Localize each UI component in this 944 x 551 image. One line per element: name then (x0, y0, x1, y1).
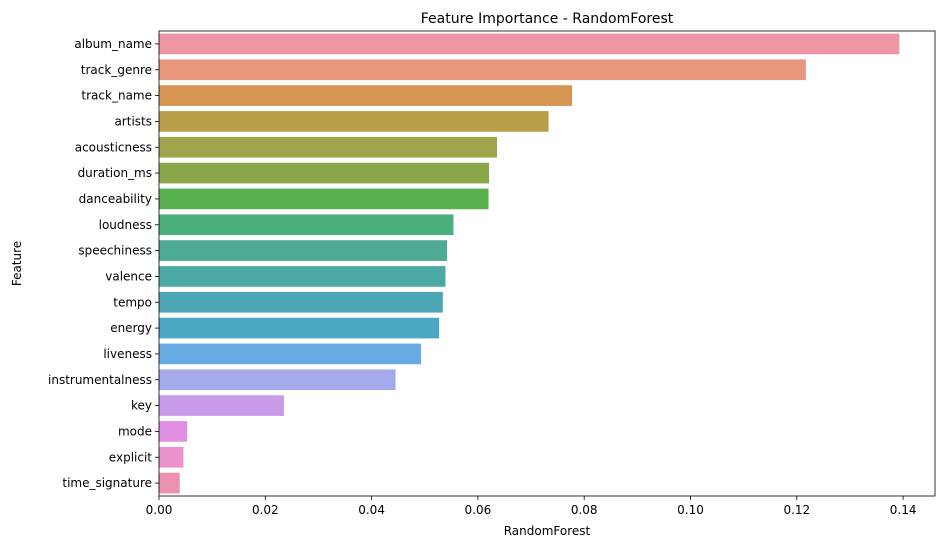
bar-loudness (159, 214, 454, 236)
y-axis-label: Feature (10, 241, 24, 286)
y-tick-label: explicit (109, 450, 152, 464)
bar-artists (159, 111, 549, 132)
y-tick-label: track_name (81, 89, 152, 103)
y-tick-label: tempo (113, 295, 152, 309)
x-tick-label: 0.00 (146, 503, 173, 517)
x-tick-label: 0.06 (465, 503, 492, 517)
bar-duration_ms (159, 162, 490, 184)
bar-acousticness (159, 136, 498, 158)
bar-tempo (159, 291, 443, 313)
chart-title: Feature Importance - RandomForest (421, 11, 674, 27)
y-tick-label: time_signature (62, 476, 152, 490)
bar-liveness (159, 343, 422, 365)
bar-energy (159, 317, 440, 339)
y-tick-label: instrumentalness (48, 373, 152, 387)
bar-danceability (159, 188, 489, 210)
y-tick-label: duration_ms (78, 166, 152, 180)
bar-track_name (159, 85, 572, 106)
y-tick-label: mode (118, 424, 152, 438)
y-tick-label: energy (110, 321, 152, 335)
y-tick-label: acousticness (75, 140, 152, 154)
x-tick-label: 0.14 (890, 503, 917, 517)
y-tick-label: loudness (99, 218, 152, 232)
bar-mode (159, 421, 188, 442)
bar-track_genre (159, 59, 806, 81)
plot-frame (158, 30, 936, 497)
y-tick-label: track_genre (81, 63, 152, 77)
bar-instrumentalness (159, 369, 396, 391)
bar-speechiness (159, 240, 448, 261)
bar-explicit (159, 446, 184, 468)
x-tick-label: 0.02 (252, 503, 279, 517)
x-axis-label: RandomForest (504, 524, 591, 538)
x-tick-label: 0.10 (677, 503, 704, 517)
y-tick-label: artists (114, 114, 152, 128)
y-tick-label: key (131, 399, 152, 413)
x-tick-label: 0.08 (571, 503, 598, 517)
bar-valence (159, 266, 446, 287)
y-tick-label: speechiness (78, 244, 152, 258)
x-tick-label: 0.04 (358, 503, 385, 517)
y-tick-label: album_name (74, 37, 152, 51)
y-tick-label: danceability (79, 192, 152, 206)
y-tick-label: liveness (103, 347, 152, 361)
bar-album_name (159, 33, 900, 55)
bar-time_signature (159, 472, 180, 494)
y-tick-label: valence (105, 269, 152, 283)
x-tick-label: 0.12 (783, 503, 810, 517)
bar-key (159, 395, 284, 416)
